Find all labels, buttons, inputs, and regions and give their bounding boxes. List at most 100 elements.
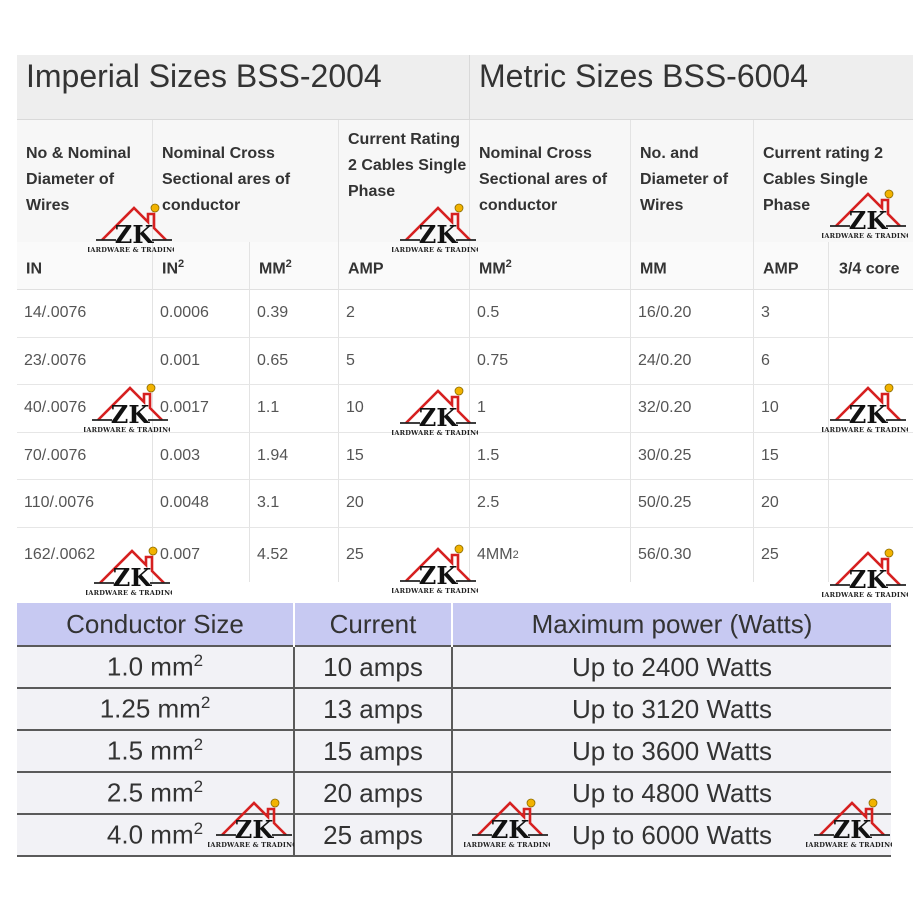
house-roof-icon	[835, 386, 901, 421]
header-max-power: Maximum power (Watts)	[452, 603, 891, 646]
table-cell	[829, 480, 913, 528]
power-cell: Up to 4800 Watts	[452, 771, 891, 814]
table-cell	[829, 433, 913, 480]
logo-caption: HARDWARE & TRADING	[84, 426, 170, 434]
table-cell: 2.5	[470, 480, 631, 528]
units-row: IN IN2 MM2 AMP MM2 MM AMP 3/4 core	[17, 242, 913, 290]
table-cell: 1.94	[250, 432, 339, 480]
conductor-size-cell: 1.0 mm2	[17, 645, 295, 688]
header-metric-wires: No. and Diameter of Wires	[631, 120, 754, 242]
table-row: 110/.0076 0.0048 3.1 20 2.5 50/0.25 20	[17, 480, 913, 528]
table-row: 1.25 mm2 13 amps Up to 3120 Watts	[17, 687, 891, 730]
logo-caption: HARDWARE & TRADING	[464, 841, 550, 849]
conductor-size-cell: 1.5 mm2	[17, 729, 295, 772]
table-cell: 6	[754, 337, 829, 385]
house-roof-icon	[99, 549, 165, 584]
current-cell: 10 amps	[294, 645, 453, 688]
header-imperial-current: Current Rating 2 Cables Single Phase	[339, 120, 470, 242]
table-row: 70/.0076 0.003 1.94 15 1.5 30/0.25 15	[17, 432, 913, 480]
metric-title: Metric Sizes BSS-6004	[479, 58, 809, 94]
sun-icon	[868, 798, 878, 808]
table-cell: 15	[339, 432, 470, 480]
table-cell: 15	[754, 432, 829, 480]
logo-monogram: ZK	[833, 815, 873, 844]
logo-monogram: ZK	[115, 220, 155, 249]
logo-caption: HARDWARE & TRADING	[822, 426, 908, 434]
table-cell	[829, 385, 913, 433]
table-cell: 0.65	[250, 337, 339, 385]
sun-icon	[454, 203, 464, 213]
power-cell: Up to 3120 Watts	[452, 687, 891, 730]
logo-caption: HARDWARE & TRADING	[822, 232, 908, 240]
table-row: 1.5 mm2 15 amps Up to 3600 Watts	[17, 729, 891, 772]
table-cell: 30/0.25	[631, 432, 754, 480]
logo-caption: HARDWARE & TRADING	[208, 841, 294, 849]
current-cell: 13 amps	[294, 687, 453, 730]
house-roof-icon	[221, 801, 287, 836]
unit-cell: MM	[631, 242, 754, 290]
sun-icon	[884, 189, 894, 199]
table-cell: 0.0006	[153, 290, 250, 338]
sun-icon	[150, 203, 160, 213]
table-title-row: Imperial Sizes BSS-2004 Metric Sizes BSS…	[17, 55, 913, 120]
conductor-size-cell: 4.0 mm2	[17, 813, 295, 857]
table-cell: 1.1	[250, 385, 339, 433]
table-cell: 0.003	[153, 432, 250, 480]
imperial-title: Imperial Sizes BSS-2004	[17, 55, 470, 119]
table-cell: 25	[754, 527, 829, 582]
logo-caption: HARDWARE & TRADING	[392, 429, 478, 437]
power-cell: Up to 3600 Watts	[452, 729, 891, 772]
table-cell: 3.1	[250, 480, 339, 528]
table-cell: 25	[339, 527, 470, 582]
table-cell	[829, 338, 913, 385]
table-cell: 24/0.20	[631, 337, 754, 385]
table-cell: 32/0.20	[631, 385, 754, 433]
logo-caption: HARDWARE & TRADING	[822, 591, 908, 599]
house-roof-icon	[477, 801, 543, 836]
conductor-power-table: Conductor Size Current Maximum power (Wa…	[17, 603, 891, 857]
current-cell: 20 amps	[294, 771, 453, 814]
table-cell: 5	[339, 337, 470, 385]
unit-cell: AMP	[339, 242, 470, 290]
logo-monogram: ZK	[419, 561, 459, 590]
power-table-header: Conductor Size Current Maximum power (Wa…	[17, 603, 891, 646]
house-roof-icon	[405, 547, 471, 582]
logo-monogram: ZK	[849, 400, 889, 429]
table-cell: 2	[339, 290, 470, 338]
logo-monogram: ZK	[419, 220, 459, 249]
header-conductor-size: Conductor Size	[17, 603, 295, 646]
table-row: 4.0 mm2 25 amps Up to 6000 Watts	[17, 813, 891, 857]
header-metric-current: Current rating 2 Cables Single Phase	[754, 120, 913, 242]
table-cell: 0.5	[470, 290, 631, 338]
logo-monogram: ZK	[849, 206, 889, 235]
table-cell: 0.39	[250, 290, 339, 338]
table-cell: 23/.0076	[17, 337, 153, 385]
logo-caption: HARDWARE & TRADING	[806, 841, 892, 849]
logo-caption: HARDWARE & TRADING	[392, 587, 478, 595]
unit-cell: IN2	[153, 242, 250, 290]
sun-icon	[884, 548, 894, 558]
header-imperial-cross-section: Nominal Cross Sectional ares of conducto…	[153, 120, 339, 242]
table-row: 23/.0076 0.001 0.65 5 0.75 24/0.20 6	[17, 337, 913, 385]
house-roof-icon	[97, 386, 163, 421]
logo-caption: HARDWARE & TRADING	[392, 246, 478, 254]
logo-caption: HARDWARE & TRADING	[88, 246, 174, 254]
table-row: 162/.0062 0.007 4.52 25 4MM 2 56/0.30 25	[17, 527, 913, 582]
logo-monogram: ZK	[113, 563, 153, 592]
table-cell: 10	[339, 385, 470, 433]
header-imperial-wires: No & Nominal Diameter of Wires	[17, 120, 153, 242]
house-roof-icon	[835, 551, 901, 586]
table-cell: 50/0.25	[631, 480, 754, 528]
table-row: 1.0 mm2 10 amps Up to 2400 Watts	[17, 645, 891, 688]
logo-monogram: ZK	[849, 565, 889, 594]
house-roof-icon	[405, 389, 471, 424]
header-metric-cross-section: Nominal Cross Sectional ares of conducto…	[470, 120, 631, 242]
house-roof-icon	[405, 206, 471, 241]
unit-cell: 3/4 core	[829, 242, 913, 290]
